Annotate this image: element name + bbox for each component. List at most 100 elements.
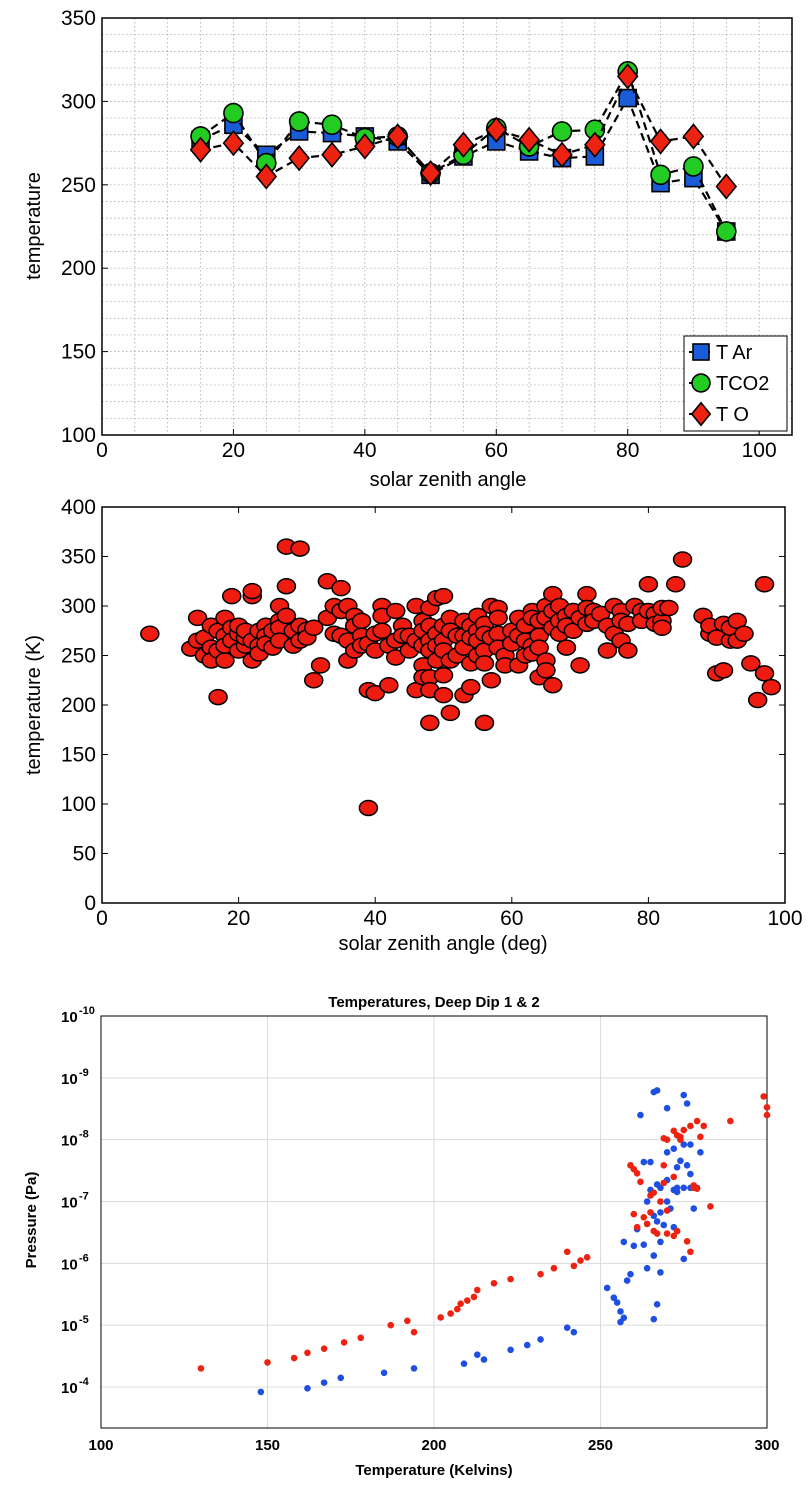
data-point: [660, 1221, 668, 1229]
data-point: [687, 1170, 694, 1178]
chart-1-x-axis-label: solar zenith angle: [370, 469, 527, 491]
data-point: [583, 1254, 591, 1261]
data-point: [617, 1308, 624, 1315]
series-ee2211: [197, 1093, 771, 1372]
data-point: [603, 1284, 611, 1292]
data-point: [433, 587, 454, 605]
data-point: [680, 1255, 688, 1263]
data-point: [404, 1317, 411, 1325]
data-point: [537, 1270, 544, 1278]
data-point: [713, 662, 734, 679]
data-point: [620, 1238, 628, 1246]
data-point: [657, 1269, 664, 1276]
data-point: [761, 678, 782, 696]
data-point: [620, 1314, 628, 1322]
data-point: [485, 116, 508, 143]
y-tick-label: 10 -5: [61, 1314, 89, 1335]
data-point: [673, 1227, 681, 1235]
data-point: [643, 1220, 651, 1228]
data-point: [747, 691, 768, 709]
y-tick-exponent: -4: [79, 1376, 90, 1388]
data-point: [385, 602, 406, 620]
data-point: [670, 1232, 678, 1240]
x-tick-label: 60: [485, 439, 508, 462]
y-tick-base: 10: [61, 1071, 78, 1088]
y-tick-label: 100: [61, 424, 96, 447]
data-point: [380, 1369, 388, 1377]
data-point: [264, 1359, 271, 1366]
data-point: [222, 587, 242, 605]
x-tick-label: 20: [227, 907, 250, 930]
data-point: [570, 657, 590, 674]
data-point: [223, 102, 244, 124]
y-tick-base: 10: [61, 1133, 78, 1150]
series-line: [200, 73, 728, 188]
data-point: [543, 676, 563, 694]
x-tick-label: 100: [767, 907, 802, 930]
data-point: [754, 575, 775, 593]
data-point: [551, 121, 573, 142]
y-tick-label: 10 -9: [61, 1067, 89, 1088]
y-tick-label: 300: [61, 90, 96, 113]
y-tick-label: 400: [61, 496, 96, 519]
y-tick-exponent: -5: [79, 1314, 89, 1326]
data-point: [760, 1093, 767, 1100]
data-point: [627, 1270, 634, 1278]
x-tick-label: 250: [588, 1437, 613, 1454]
data-point: [660, 1179, 668, 1187]
data-point: [633, 1223, 641, 1231]
data-point: [387, 1321, 395, 1329]
data-point: [643, 1264, 651, 1272]
data-point: [584, 131, 606, 158]
data-point: [682, 123, 705, 150]
y-tick-label: 150: [61, 744, 96, 767]
data-point: [647, 1209, 654, 1216]
chart-2-axis-ticks: 0 20 40 60 80 100 0 50 100 150 200 250 300 350 400: [61, 496, 803, 930]
y-tick-exponent: -6: [79, 1252, 89, 1264]
y-tick-exponent: -10: [79, 1005, 95, 1017]
chart-3-pressure-vs-temperature: Temperatures, Deep Dip 1 & 2 100 150 200 25…: [23, 994, 780, 1479]
data-point: [354, 133, 376, 160]
data-point: [351, 612, 372, 630]
data-point: [140, 625, 160, 642]
x-tick-label: 60: [500, 907, 523, 930]
data-point: [680, 1184, 688, 1192]
y-tick-label: 50: [73, 843, 96, 866]
data-point: [683, 156, 704, 177]
data-point: [577, 1257, 584, 1264]
x-tick-label: 0: [96, 439, 108, 462]
y-tick-label: 300: [61, 595, 96, 618]
data-point: [440, 704, 461, 722]
y-tick-label: 250: [61, 174, 96, 197]
chart-1-plot-frame: [101, 17, 793, 436]
data-point: [715, 173, 738, 200]
data-point: [663, 1207, 671, 1214]
data-point: [687, 1248, 694, 1256]
x-tick-label: 20: [222, 439, 245, 462]
data-point: [707, 1203, 714, 1210]
data-point: [663, 1198, 671, 1205]
data-point: [365, 684, 385, 702]
data-point: [464, 1297, 471, 1304]
data-point: [638, 575, 659, 593]
data-point: [474, 714, 495, 732]
chart-1-series: [189, 61, 738, 242]
data-point: [670, 1173, 678, 1181]
legend-label: TCO2: [716, 373, 769, 395]
data-point: [643, 1198, 651, 1205]
data-point: [321, 114, 343, 136]
data-point: [556, 639, 577, 656]
data-point: [320, 1379, 328, 1386]
legend-marker: [692, 343, 710, 361]
data-point: [657, 1198, 664, 1205]
data-point: [633, 1170, 641, 1177]
data-point: [372, 622, 392, 639]
data-point: [276, 607, 297, 625]
chart-1-temperature-vs-sza: 0 20 40 60 80 100 100 150 200 250 300 350 solar zen…: [23, 7, 793, 491]
series-t-o: [189, 63, 738, 200]
data-point: [197, 1365, 205, 1372]
data-point: [650, 164, 671, 186]
data-point: [288, 144, 310, 172]
data-point: [680, 1141, 688, 1148]
data-point: [616, 63, 639, 90]
